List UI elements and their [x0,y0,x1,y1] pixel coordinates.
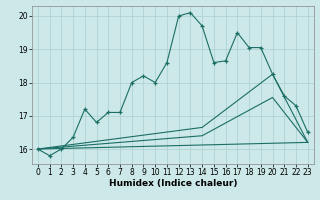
X-axis label: Humidex (Indice chaleur): Humidex (Indice chaleur) [108,179,237,188]
